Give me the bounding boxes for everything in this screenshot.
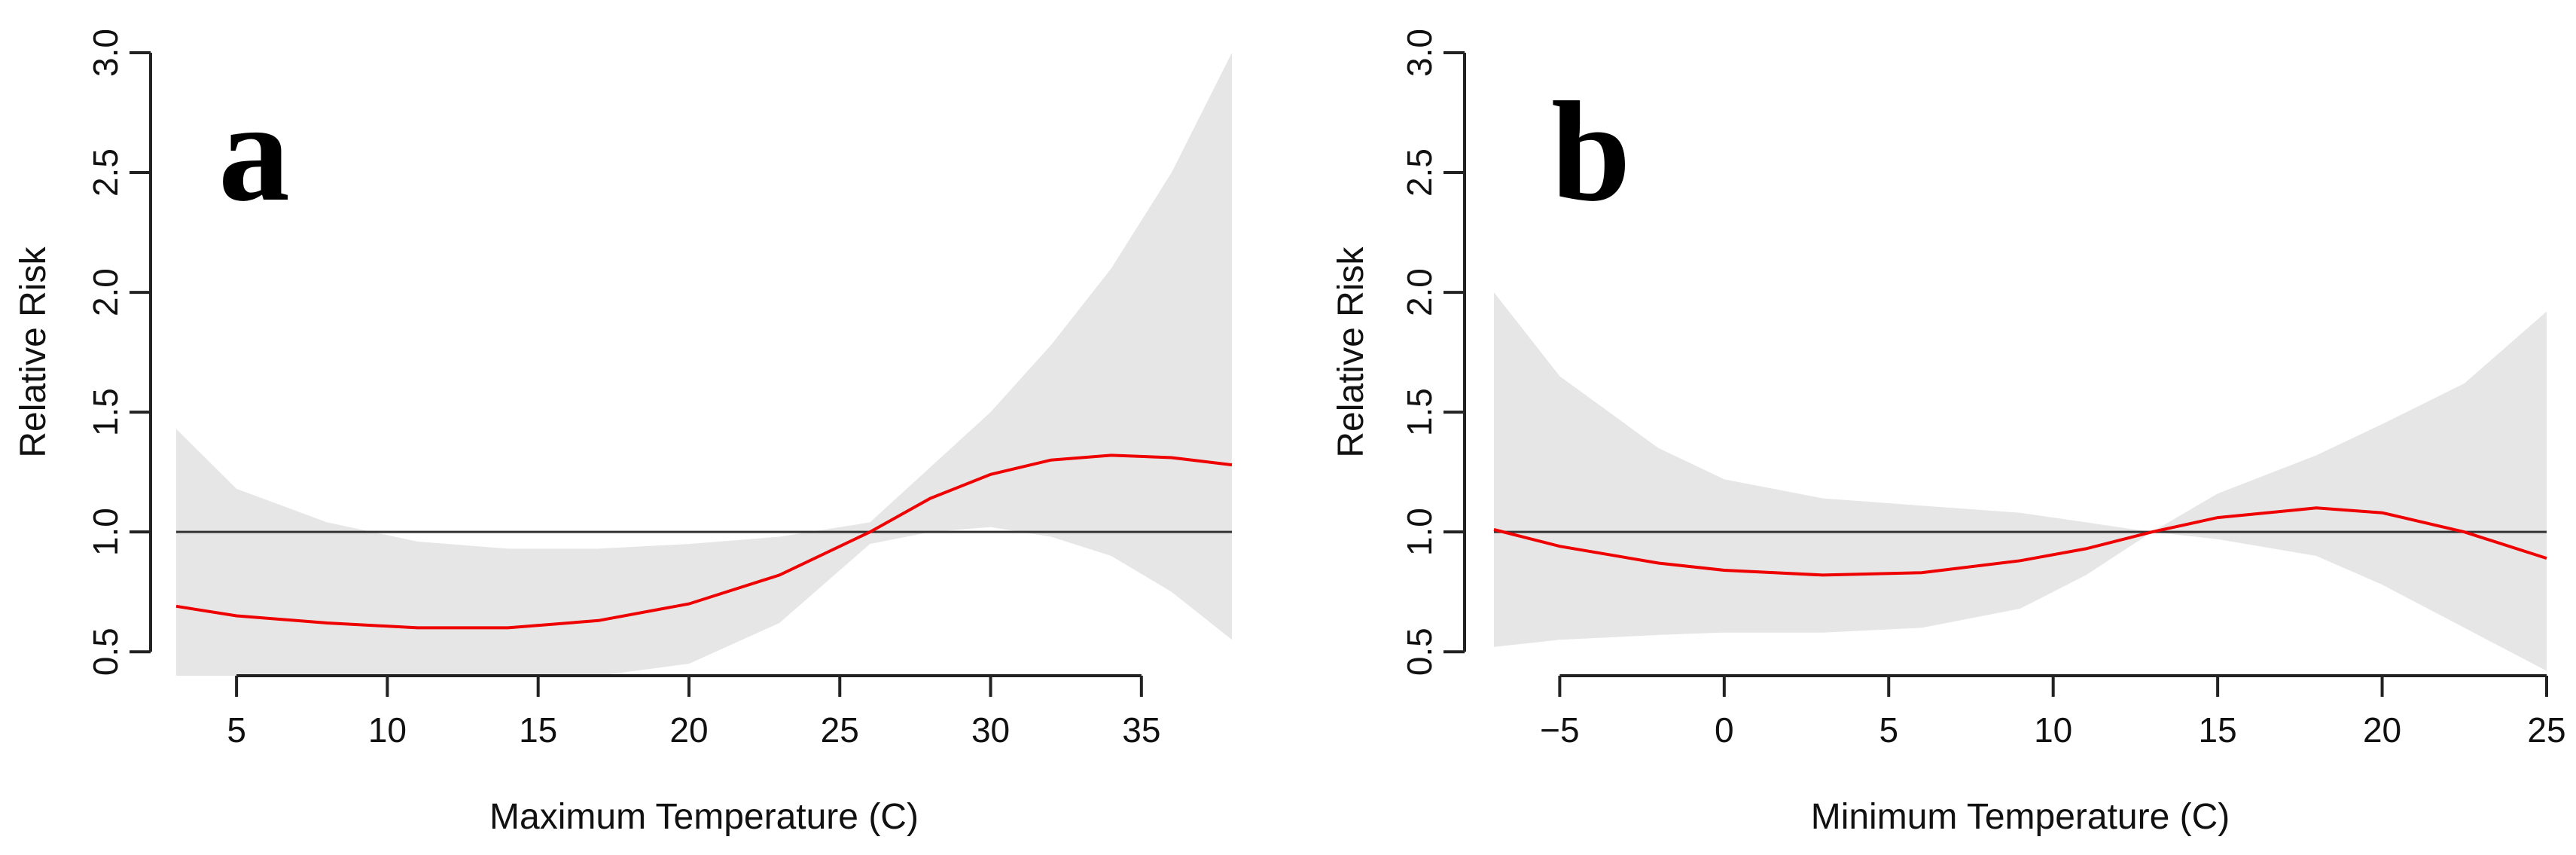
relative-risk-line [175,453,1233,630]
panel-b: −5 0 5 10 15 20 25 0.5 1.0 1.5 2.0 2.5 3.0 Minimum Te… [1331,29,2566,837]
x-tick-label: −5 [1540,710,1579,750]
panel-a: 5 10 15 20 25 30 35 0.5 1.0 1.5 2.0 2.5 3.0 Maximum T… [14,29,1233,837]
y-axis-title: Relative Risk [1331,246,1371,458]
y-tick-label: 2.0 [86,268,125,316]
y-tick-label: 1.0 [86,508,125,556]
x-tick-label: 20 [669,710,708,750]
relative-risk-line [1493,506,2547,577]
y-tick-label: 1.0 [1400,508,1439,556]
panel-letter: b [1551,73,1631,231]
x-tick-label: 10 [2034,710,2072,750]
y-tick-label: 1.5 [1400,388,1439,436]
x-tick-label: 0 [1715,710,1734,750]
x-tick-label: 15 [519,710,557,750]
confidence-band [1494,292,2547,671]
x-tick-label: 25 [2527,710,2565,750]
x-tick-label: 35 [1122,710,1160,750]
x-axis-title: Maximum Temperature (C) [489,797,919,837]
y-tick-label: 0.5 [86,628,125,676]
y-tick-label: 0.5 [1400,628,1439,676]
y-tick-label: 2.0 [1400,268,1439,316]
x-tick-label: 5 [1879,710,1898,750]
confidence-band [176,53,1232,676]
y-tick-label: 3.0 [86,29,125,77]
y-tick-label: 3.0 [1400,29,1439,77]
x-axis-title: Minimum Temperature (C) [1811,797,2230,837]
x-tick-label: 25 [821,710,859,750]
x-tick-label: 5 [227,710,246,750]
y-axis-title: Relative Risk [14,246,53,458]
y-tick-label: 2.5 [1400,148,1439,197]
panel-letter: a [218,73,290,231]
y-tick-label: 2.5 [86,148,125,197]
x-tick-label: 20 [2363,710,2401,750]
x-tick-label: 10 [368,710,407,750]
y-tick-label: 1.5 [86,388,125,436]
x-tick-label: 15 [2199,710,2237,750]
x-tick-label: 30 [971,710,1010,750]
